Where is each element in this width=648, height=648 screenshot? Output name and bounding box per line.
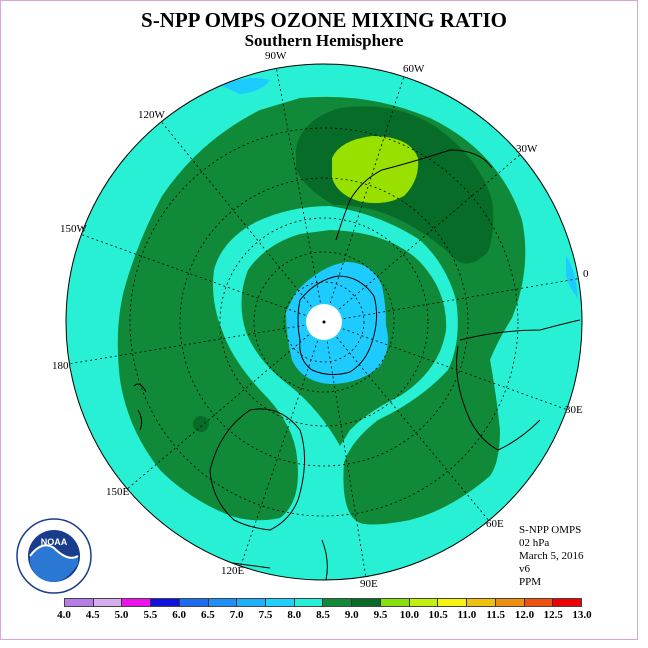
info-version: v6: [519, 563, 530, 575]
lon-label-150e: 150E: [106, 486, 130, 498]
map-subtitle: Southern Hemisphere: [244, 31, 404, 50]
legend-swatch: [553, 599, 581, 606]
ozone-region-lime-max: [332, 136, 419, 204]
legend-swatch: [323, 599, 353, 606]
lon-label-180: 180: [52, 360, 69, 372]
lon-label-150w: 150W: [60, 223, 87, 235]
legend-tick-label: 7.5: [258, 609, 273, 621]
legend-swatch: [179, 599, 209, 606]
legend-swatch: [122, 599, 152, 606]
legend-tick-label: 7.0: [229, 609, 244, 621]
legend-swatch: [294, 599, 324, 606]
legend-swatch: [208, 599, 238, 606]
meridian-90e: [323, 321, 367, 579]
lon-label-30w: 30W: [516, 143, 538, 155]
legend-swatch: [495, 599, 525, 606]
latitude-circle-80s: [283, 281, 365, 363]
legend-tick-label: 8.0: [287, 609, 302, 621]
legend-swatch: [438, 599, 468, 606]
meridian-0: [323, 277, 582, 323]
lon-label-60e: 60E: [486, 518, 504, 530]
legend-tick-label: 6.5: [201, 609, 215, 621]
meridian-lines: [67, 65, 582, 579]
latitude-circle-70s: [253, 251, 395, 393]
meridian-90w: [275, 65, 325, 323]
legend-swatch: [380, 599, 410, 606]
noaa-logo-text: NOAA: [41, 537, 68, 547]
noaa-logo: NOAA: [16, 518, 92, 594]
lon-label-0: 0: [583, 268, 589, 280]
legend-tick-label: 8.5: [316, 609, 330, 621]
meridian-180: [67, 321, 325, 365]
map-boundary: [65, 63, 583, 581]
color-legend: [64, 598, 582, 607]
legend-swatch: [524, 599, 554, 606]
info-instrument: S-NPP OMPS: [519, 524, 582, 536]
map-frame: [0, 0, 638, 640]
meridian-60w: [323, 69, 407, 323]
legend-tick-label: 5.5: [143, 609, 158, 621]
legend-ticks: 4.0 4.5 5.0 5.5 6.0 6.5 7.0 7.5 8.0 8.5 9.0 9.5 10.0…: [57, 609, 592, 623]
info-units: PPM: [519, 576, 542, 588]
legend-swatch: [266, 599, 295, 606]
latitude-circle-50s: [179, 177, 469, 467]
ozone-region-blue-edge-top: [222, 78, 270, 94]
lon-label-120e: 120E: [221, 565, 245, 577]
antarctica-outline: [297, 275, 378, 376]
lon-label-30e: 30E: [565, 404, 583, 416]
legend-tick-label: 9.5: [373, 609, 388, 621]
lon-label-90w: 90W: [265, 50, 287, 62]
meridian-150e: [125, 321, 325, 491]
lon-label-90e: 90E: [360, 578, 378, 590]
australia-outline: [209, 408, 306, 531]
meridian-30e: [323, 321, 569, 411]
legend-swatch: [352, 599, 381, 606]
legend-swatch: [65, 599, 94, 606]
ozone-region-blue-edge-right: [566, 256, 578, 298]
legend-tick-label: 9.0: [344, 609, 359, 621]
legend-tick-label: 11.0: [457, 609, 477, 621]
legend-tick-label: 10.5: [428, 609, 448, 621]
legend-swatch: [467, 599, 496, 606]
legend-tick-label: 4.5: [85, 609, 100, 621]
latitude-circle-40s: [129, 127, 519, 517]
map-title: S-NPP OMPS OZONE MIXING RATIO: [141, 8, 507, 32]
south-america-outline: [335, 149, 493, 241]
legend-tick-label: 5.0: [114, 609, 129, 621]
legend-tick-label: 11.5: [486, 609, 505, 621]
legend-swatch: [93, 599, 123, 606]
info-date: March 5, 2016: [519, 550, 584, 562]
legend-tick-label: 10.0: [399, 609, 419, 621]
legend-tick-label: 4.0: [57, 609, 71, 621]
meridian-150w: [79, 233, 325, 323]
legend-swatch: [409, 599, 439, 606]
meridian-120w: [159, 119, 325, 323]
legend-tick-label: 6.0: [172, 609, 186, 621]
legend-swatch: [237, 599, 267, 606]
legend-swatch: [151, 599, 180, 606]
legend-tick-label: 12.5: [543, 609, 563, 621]
lon-label-60w: 60W: [403, 63, 425, 75]
product-info: S-NPP OMPS 02 hPa March 5, 2016 v6 PPM: [519, 524, 583, 589]
legend-tick-label: 12.0: [514, 609, 535, 621]
info-level: 02 hPa: [519, 537, 550, 549]
pole-marker: [322, 320, 326, 324]
meridian-60e: [323, 321, 491, 523]
meridian-120e: [239, 321, 325, 569]
legend-tick-label: 13.0: [572, 609, 592, 621]
africa-outline: [456, 319, 581, 451]
latitude-circle-60s: [219, 217, 429, 427]
ozone-region-green-spot: [193, 416, 209, 432]
lon-label-120w: 120W: [138, 109, 165, 121]
